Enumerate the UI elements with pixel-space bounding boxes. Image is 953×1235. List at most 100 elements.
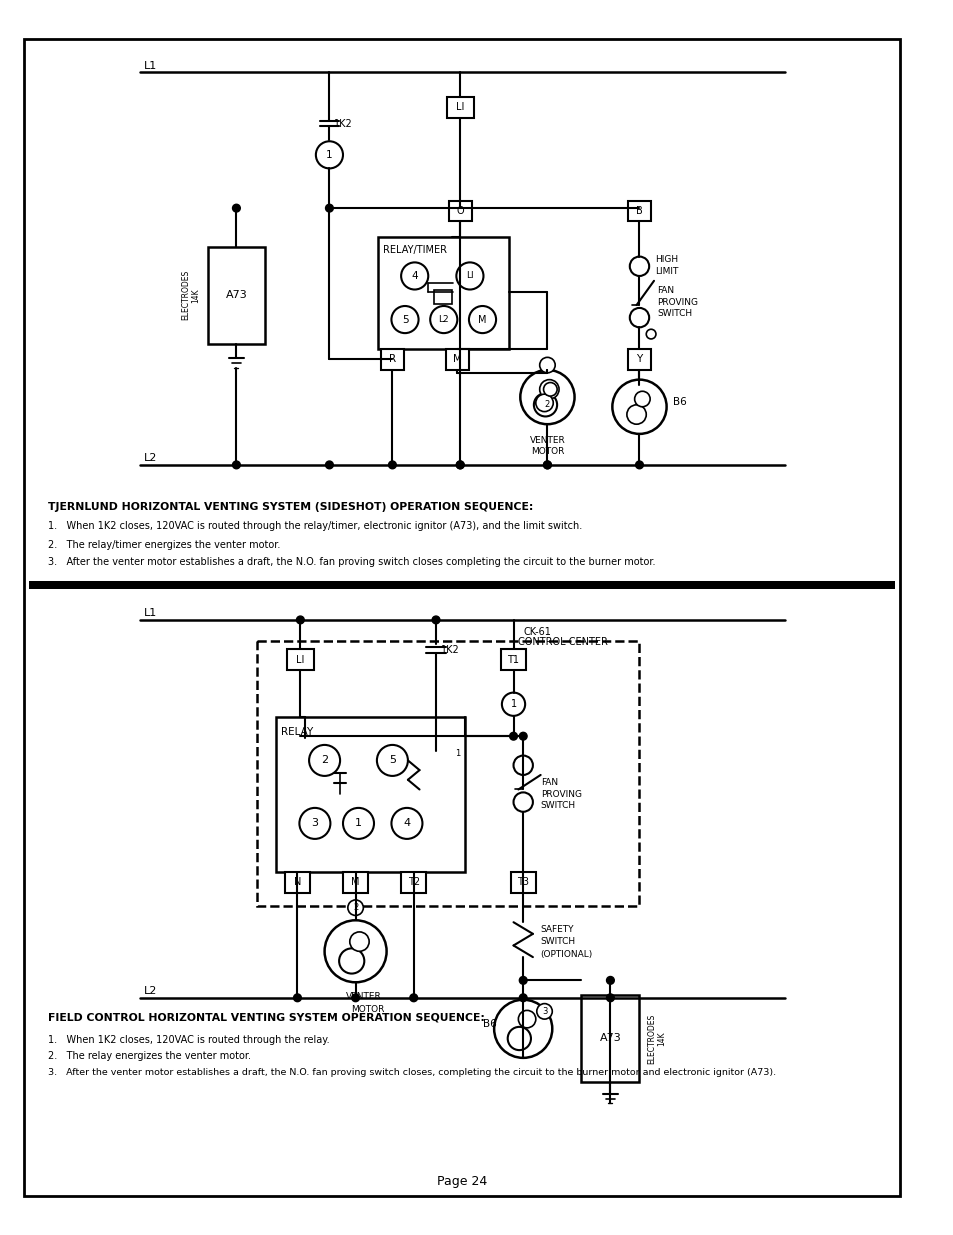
- Circle shape: [494, 1000, 552, 1058]
- Circle shape: [469, 306, 496, 333]
- Text: 3: 3: [541, 1007, 547, 1016]
- Text: VENTER: VENTER: [346, 992, 381, 1002]
- Bar: [627, 348, 651, 370]
- Circle shape: [543, 383, 557, 396]
- Bar: [500, 648, 525, 671]
- Text: T1: T1: [507, 655, 519, 664]
- Text: 3.   After the venter motor establishes a draft, the N.O. fan proving switch clo: 3. After the venter motor establishes a …: [49, 1067, 776, 1077]
- Circle shape: [634, 391, 649, 406]
- Circle shape: [509, 732, 517, 740]
- Bar: [343, 872, 368, 893]
- Circle shape: [536, 394, 553, 411]
- Text: B6: B6: [673, 396, 686, 406]
- Text: LIMIT: LIMIT: [655, 267, 678, 275]
- Text: M: M: [453, 354, 461, 364]
- Bar: [434, 290, 451, 304]
- Circle shape: [456, 461, 463, 469]
- Bar: [448, 201, 472, 221]
- Text: MOTOR: MOTOR: [351, 1004, 384, 1014]
- Circle shape: [606, 994, 614, 1002]
- Circle shape: [543, 461, 551, 469]
- Circle shape: [388, 461, 395, 469]
- Text: M: M: [351, 878, 359, 888]
- Circle shape: [513, 756, 533, 774]
- Circle shape: [513, 793, 533, 811]
- Text: Y: Y: [636, 354, 642, 364]
- Text: 5: 5: [401, 315, 408, 325]
- Circle shape: [629, 257, 648, 275]
- Text: SWITCH: SWITCH: [657, 309, 691, 319]
- Text: 1K2: 1K2: [334, 119, 353, 128]
- Text: 4: 4: [403, 819, 410, 829]
- Text: 4: 4: [411, 270, 417, 280]
- Circle shape: [432, 732, 439, 740]
- Circle shape: [400, 262, 428, 289]
- Bar: [627, 201, 651, 221]
- Text: M: M: [477, 315, 486, 325]
- Bar: [380, 348, 404, 370]
- Circle shape: [518, 732, 527, 740]
- Text: 3: 3: [311, 819, 318, 829]
- Circle shape: [343, 808, 374, 839]
- Text: A73: A73: [598, 1034, 620, 1044]
- Circle shape: [645, 330, 656, 338]
- Circle shape: [430, 306, 456, 333]
- Circle shape: [352, 994, 359, 1002]
- Text: 2: 2: [353, 903, 357, 913]
- Circle shape: [233, 204, 240, 212]
- Text: O: O: [456, 206, 463, 216]
- Circle shape: [432, 616, 439, 624]
- Text: CK-61: CK-61: [522, 626, 551, 637]
- Circle shape: [456, 262, 483, 289]
- Text: MOTOR: MOTOR: [530, 447, 563, 457]
- Text: 1K2: 1K2: [440, 645, 459, 655]
- Text: L2: L2: [438, 315, 449, 324]
- Circle shape: [338, 948, 364, 973]
- Circle shape: [507, 1026, 531, 1050]
- Bar: [256, 641, 639, 905]
- Circle shape: [233, 461, 240, 469]
- Text: 5: 5: [389, 756, 395, 766]
- Text: T3: T3: [517, 878, 529, 888]
- Text: 1: 1: [455, 750, 459, 758]
- Circle shape: [325, 204, 333, 212]
- Text: 1.   When 1K2 closes, 120VAC is routed through the relay.: 1. When 1K2 closes, 120VAC is routed thr…: [49, 1035, 330, 1045]
- Circle shape: [539, 357, 555, 373]
- Circle shape: [456, 204, 463, 212]
- Text: FAN: FAN: [657, 287, 674, 295]
- Bar: [510, 872, 536, 893]
- Circle shape: [294, 994, 301, 1002]
- Text: 2.   The relay/timer energizes the venter motor.: 2. The relay/timer energizes the venter …: [49, 541, 280, 551]
- Bar: [400, 872, 426, 893]
- Circle shape: [635, 461, 642, 469]
- Bar: [446, 96, 474, 119]
- Text: SAFETY: SAFETY: [540, 925, 574, 935]
- Bar: [275, 716, 465, 872]
- Circle shape: [517, 1010, 536, 1028]
- Text: LI: LI: [295, 655, 304, 664]
- Circle shape: [534, 393, 557, 416]
- Text: LI: LI: [466, 272, 474, 280]
- Circle shape: [456, 461, 463, 469]
- Text: B: B: [636, 206, 642, 216]
- Circle shape: [543, 461, 551, 469]
- Circle shape: [519, 370, 574, 424]
- Circle shape: [324, 920, 386, 982]
- Text: R: R: [389, 354, 395, 364]
- Text: 1: 1: [326, 149, 333, 159]
- Text: N: N: [294, 878, 301, 888]
- Text: TJERNLUND HORIZONTAL VENTING SYSTEM (SIDESHOT) OPERATION SEQUENCE:: TJERNLUND HORIZONTAL VENTING SYSTEM (SID…: [49, 501, 534, 511]
- Bar: [445, 348, 469, 370]
- Circle shape: [539, 379, 558, 399]
- Circle shape: [325, 461, 333, 469]
- Circle shape: [606, 977, 614, 984]
- Text: HIGH: HIGH: [655, 254, 678, 264]
- Circle shape: [391, 306, 418, 333]
- Bar: [580, 995, 639, 1082]
- Text: 2.   The relay energizes the venter motor.: 2. The relay energizes the venter motor.: [49, 1051, 252, 1061]
- Circle shape: [410, 994, 417, 1002]
- Text: FIELD CONTROL HORIZONTAL VENTING SYSTEM OPERATION SEQUENCE:: FIELD CONTROL HORIZONTAL VENTING SYSTEM …: [49, 1013, 485, 1023]
- Text: PROVING: PROVING: [657, 298, 698, 306]
- Bar: [29, 582, 894, 589]
- Text: VENTER: VENTER: [529, 436, 565, 445]
